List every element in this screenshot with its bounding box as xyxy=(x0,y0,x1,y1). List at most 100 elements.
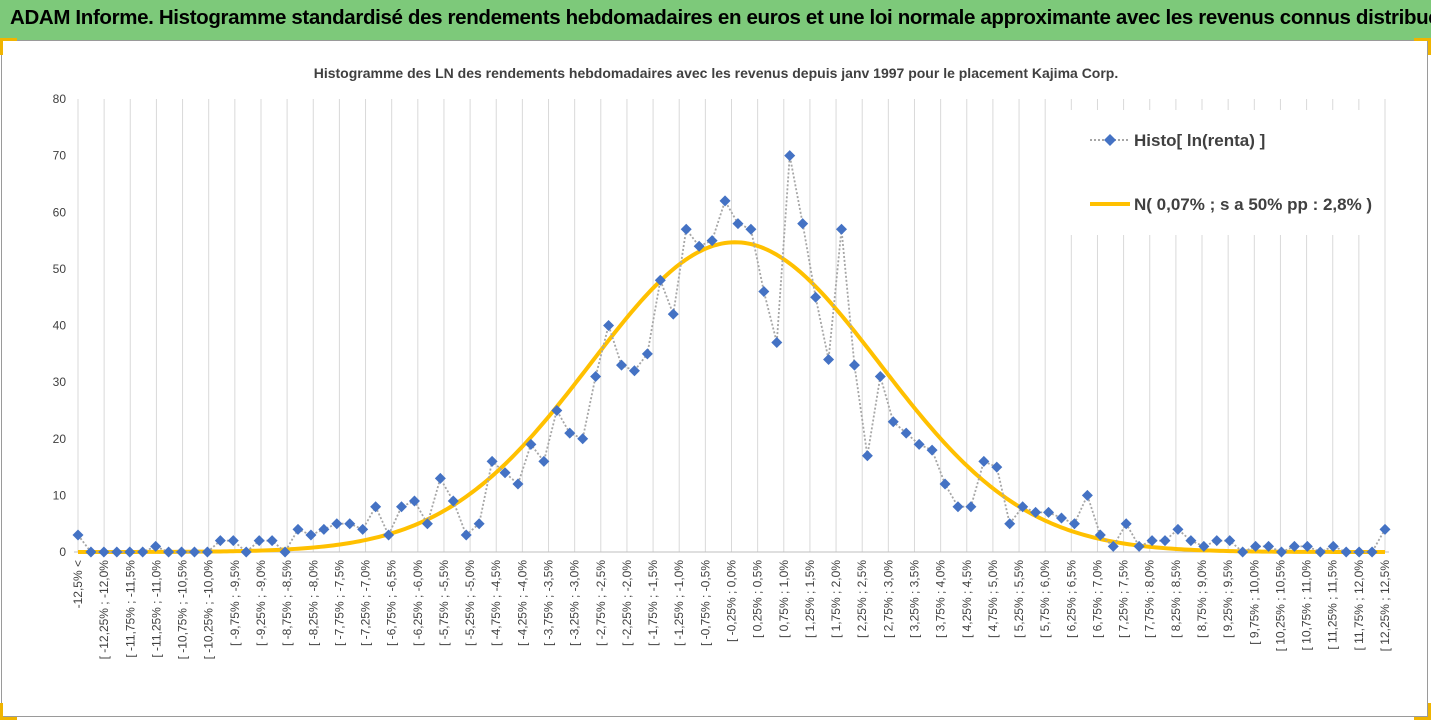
x-axis-ticks: -12,5% < [ -12,25% ; -12,0% [ -11,75% ; -1… xyxy=(71,560,1392,660)
histo-point xyxy=(1250,540,1262,552)
histo-point xyxy=(680,223,692,235)
histo-point xyxy=(344,518,356,530)
histo-point xyxy=(1146,535,1158,547)
legend-box xyxy=(1060,110,1384,235)
histo-point xyxy=(965,501,977,513)
series-layer xyxy=(72,150,1391,558)
histo-point xyxy=(616,359,628,371)
histo-point xyxy=(1004,518,1016,530)
normal-curve xyxy=(78,240,1385,554)
histo-point xyxy=(590,370,602,382)
histo-point xyxy=(1107,540,1119,552)
histo-point xyxy=(926,444,938,456)
histo-point xyxy=(383,529,395,541)
x-tick-label: [ -7,75% ; -7,5% xyxy=(332,560,346,646)
x-tick-label: -12,5% < xyxy=(71,560,85,608)
x-tick-label: [ 10,75% ; 11,0% xyxy=(1300,560,1314,651)
histo-point xyxy=(1133,540,1145,552)
x-tick-label: [ 4,75% ; 5,0% xyxy=(986,560,1000,638)
x-tick-label: [ -11,25% ; -11,0% xyxy=(149,560,163,658)
grid-layer xyxy=(74,99,1389,553)
y-tick-label: 0 xyxy=(59,545,66,559)
corner-mark-top-right xyxy=(1414,38,1431,55)
x-tick-label: [ -9,25% ; -9,0% xyxy=(254,560,268,646)
histo-point xyxy=(603,320,615,331)
x-tick-label: [ -3,75% ; -3,5% xyxy=(542,560,556,646)
histo-point xyxy=(745,223,757,235)
y-axis-ticks: 0 10 20 30 40 50 60 70 80 xyxy=(53,92,67,559)
histo-point xyxy=(719,195,731,207)
histo-point xyxy=(279,546,291,558)
histo-point xyxy=(810,291,822,303)
histo-point xyxy=(1224,535,1236,547)
histo-point xyxy=(460,529,472,541)
histo-point xyxy=(1159,535,1171,547)
histo-point xyxy=(1172,523,1184,535)
x-tick-label: [ -1,75% ; -1,5% xyxy=(646,560,660,646)
x-tick-label: [ -10,25% ; -10,0% xyxy=(202,560,216,660)
histo-point xyxy=(176,546,188,558)
histo-point xyxy=(240,546,252,558)
histo-point xyxy=(835,223,847,235)
x-tick-label: [ -2,75% ; -2,5% xyxy=(594,560,608,646)
x-tick-label: [ -6,75% ; -6,5% xyxy=(385,560,399,646)
histo-point xyxy=(913,438,925,450)
histo-point xyxy=(1263,540,1275,552)
x-tick-label: [ 5,75% ; 6,0% xyxy=(1038,560,1052,638)
x-tick-label: [ 11,25% ; 11,5% xyxy=(1326,560,1340,650)
histo-point xyxy=(72,529,84,541)
histo-point xyxy=(1081,489,1093,501)
x-tick-label: [ -2,25% ; -2,0% xyxy=(620,560,634,646)
histo-point xyxy=(85,546,97,558)
histo-point xyxy=(667,308,679,320)
histo-point xyxy=(201,546,213,558)
histo-point xyxy=(861,450,873,462)
histo-point xyxy=(473,518,485,530)
histo-point xyxy=(1314,546,1326,558)
x-tick-label: [ -3,25% ; -3,0% xyxy=(568,560,582,646)
histo-point xyxy=(447,495,459,507)
histo-point xyxy=(538,455,550,467)
x-tick-label: [ -4,25% ; -4,0% xyxy=(515,560,529,646)
histo-point xyxy=(1055,512,1067,524)
banner-title: ADAM Informe. Histogramme standardisé de… xyxy=(10,6,1431,29)
histo-point xyxy=(486,455,498,467)
x-tick-label: [ -9,75% ; -9,5% xyxy=(228,560,242,646)
histo-point xyxy=(978,455,990,467)
histo-point xyxy=(292,523,304,535)
x-tick-label: [ 5,25% ; 5,5% xyxy=(1012,560,1026,638)
histo-point xyxy=(641,348,653,360)
histo-point xyxy=(874,370,886,382)
histo-point xyxy=(1198,540,1210,552)
histo-point xyxy=(1340,546,1352,558)
y-tick-label: 60 xyxy=(53,205,67,219)
x-tick-label: [ -1,25% ; -1,0% xyxy=(672,560,686,646)
histo-point xyxy=(1288,540,1300,552)
corner-mark-top-left xyxy=(0,38,17,55)
x-tick-label: [ 0,25% ; 0,5% xyxy=(751,560,765,638)
x-tick-label: [ -0,25% ; 0,0% xyxy=(725,560,739,642)
y-tick-label: 20 xyxy=(53,432,67,446)
histo-point xyxy=(654,274,666,286)
y-tick-label: 30 xyxy=(53,375,67,389)
x-tick-label: [ 1,75% ; 2,0% xyxy=(829,560,843,638)
histo-point xyxy=(98,546,110,558)
histo-point xyxy=(434,472,446,484)
x-tick-label: [ 3,25% ; 3,5% xyxy=(907,560,921,638)
x-tick-label: [ 10,25% ; 10,5% xyxy=(1273,560,1287,652)
histo-point xyxy=(784,150,796,162)
histo-point xyxy=(188,546,200,558)
x-tick-label: [ -4,75% ; -4,5% xyxy=(489,560,503,646)
histo-point xyxy=(124,546,136,558)
x-tick-label: [ -5,25% ; -5,0% xyxy=(463,560,477,646)
histo-point xyxy=(214,535,226,547)
histo-point xyxy=(370,501,382,513)
histo-point xyxy=(1030,506,1042,518)
histo-point xyxy=(732,218,744,230)
histo-point xyxy=(137,546,149,558)
legend-normal-label: N( 0,07% ; s a 50% pp : 2,8% ) xyxy=(1134,195,1372,214)
histo-point xyxy=(564,427,576,439)
x-tick-label: [ 8,25% ; 8,5% xyxy=(1169,560,1183,638)
x-tick-label: [ -8,25% ; -8,0% xyxy=(306,560,320,646)
corner-mark-bottom-left xyxy=(0,703,17,720)
